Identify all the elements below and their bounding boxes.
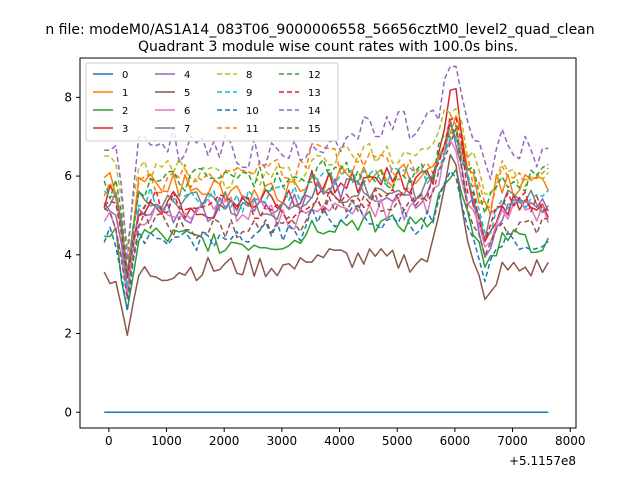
legend-label-1: 1 [122,88,128,99]
y-tick-label: 4 [64,248,72,262]
legend-label-3: 3 [122,124,128,135]
series-line-12 [103,124,549,278]
legend-box [85,62,339,142]
legend-label-13: 13 [308,88,321,99]
legend-label-9: 9 [246,88,252,99]
y-tick-label: 2 [64,327,72,341]
legend-label-5: 5 [184,88,190,99]
x-tick-label: 7000 [497,434,528,448]
x-offset-label: +5.1157e8 [509,454,576,468]
y-tick-label: 8 [64,90,72,104]
legend-label-14: 14 [308,106,321,117]
legend-label-12: 12 [308,70,321,81]
series-line-2 [104,168,549,311]
series-line-10 [103,170,549,312]
x-axis: 0 1000 2000 3000 4000 5000 6000 7000 8000 [105,428,586,448]
series-line-5 [103,153,549,337]
legend-label-2: 2 [122,106,128,117]
series-line-15 [103,127,549,300]
figure-suptitle: n file: modeM0/AS1A14_083T06_9000006558_… [45,22,594,38]
x-tick-label: 5000 [382,434,413,448]
legend-label-4: 4 [184,70,190,81]
legend-label-15: 15 [308,124,321,135]
series-line-8 [104,107,549,249]
x-tick-label: 4000 [324,434,355,448]
chart-title: Quadrant 3 module wise count rates with … [138,39,518,55]
x-tick-label: 2000 [209,434,240,448]
x-tick-label: 0 [105,434,113,448]
y-tick-label: 0 [64,405,72,419]
y-tick-label: 6 [64,169,72,183]
legend-label-6: 6 [184,106,190,117]
series-group [103,65,550,414]
series-line-13 [103,116,549,279]
series-line-9 [103,136,549,288]
x-tick-label: 6000 [440,434,471,448]
series-line-14 [104,65,549,261]
legend-label-7: 7 [184,124,190,135]
plot-frame [79,57,577,429]
legend-label-10: 10 [246,106,259,117]
legend-label-11: 11 [246,124,259,135]
series-line-7 [103,122,549,276]
x-tick-label: 1000 [151,434,182,448]
legend-label-0: 0 [122,70,128,81]
series-line-6 [103,138,550,298]
x-tick-label: 3000 [267,434,298,448]
legend-label-8: 8 [246,70,252,81]
y-axis: 0 2 4 6 8 [64,90,80,419]
x-tick-label: 8000 [555,434,586,448]
